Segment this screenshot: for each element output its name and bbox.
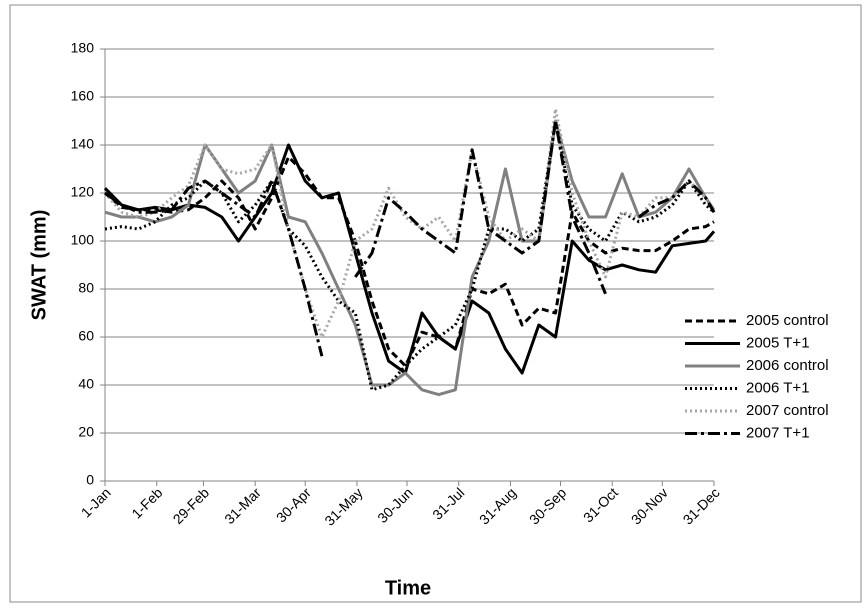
y-tick-label: 160 <box>71 88 95 104</box>
y-tick-label: 120 <box>71 184 95 200</box>
series-line <box>103 143 716 375</box>
legend-label: 2006 T+1 <box>746 379 810 396</box>
y-tick-label: 80 <box>78 280 94 296</box>
legend-label: 2006 control <box>746 357 829 374</box>
y-tick-label: 20 <box>78 424 94 440</box>
series-line <box>103 107 716 339</box>
y-tick-label: 0 <box>86 472 94 488</box>
legend-label: 2005 T+1 <box>746 334 810 351</box>
series-line <box>104 155 715 368</box>
y-tick-label: 100 <box>71 232 95 248</box>
series-line <box>104 119 716 357</box>
y-tick-label: 180 <box>71 40 95 56</box>
legend-label: 2005 control <box>746 312 829 329</box>
x-axis-title: Time <box>385 577 431 599</box>
y-tick-label: 140 <box>71 136 95 152</box>
y-tick-label: 40 <box>78 376 94 392</box>
y-tick-label: 60 <box>78 328 94 344</box>
chart-frame <box>9 4 862 603</box>
legend-label: 2007 control <box>746 402 829 419</box>
y-axis-title: SWAT (mm) <box>28 210 50 321</box>
legend-label: 2007 T+1 <box>746 424 810 441</box>
